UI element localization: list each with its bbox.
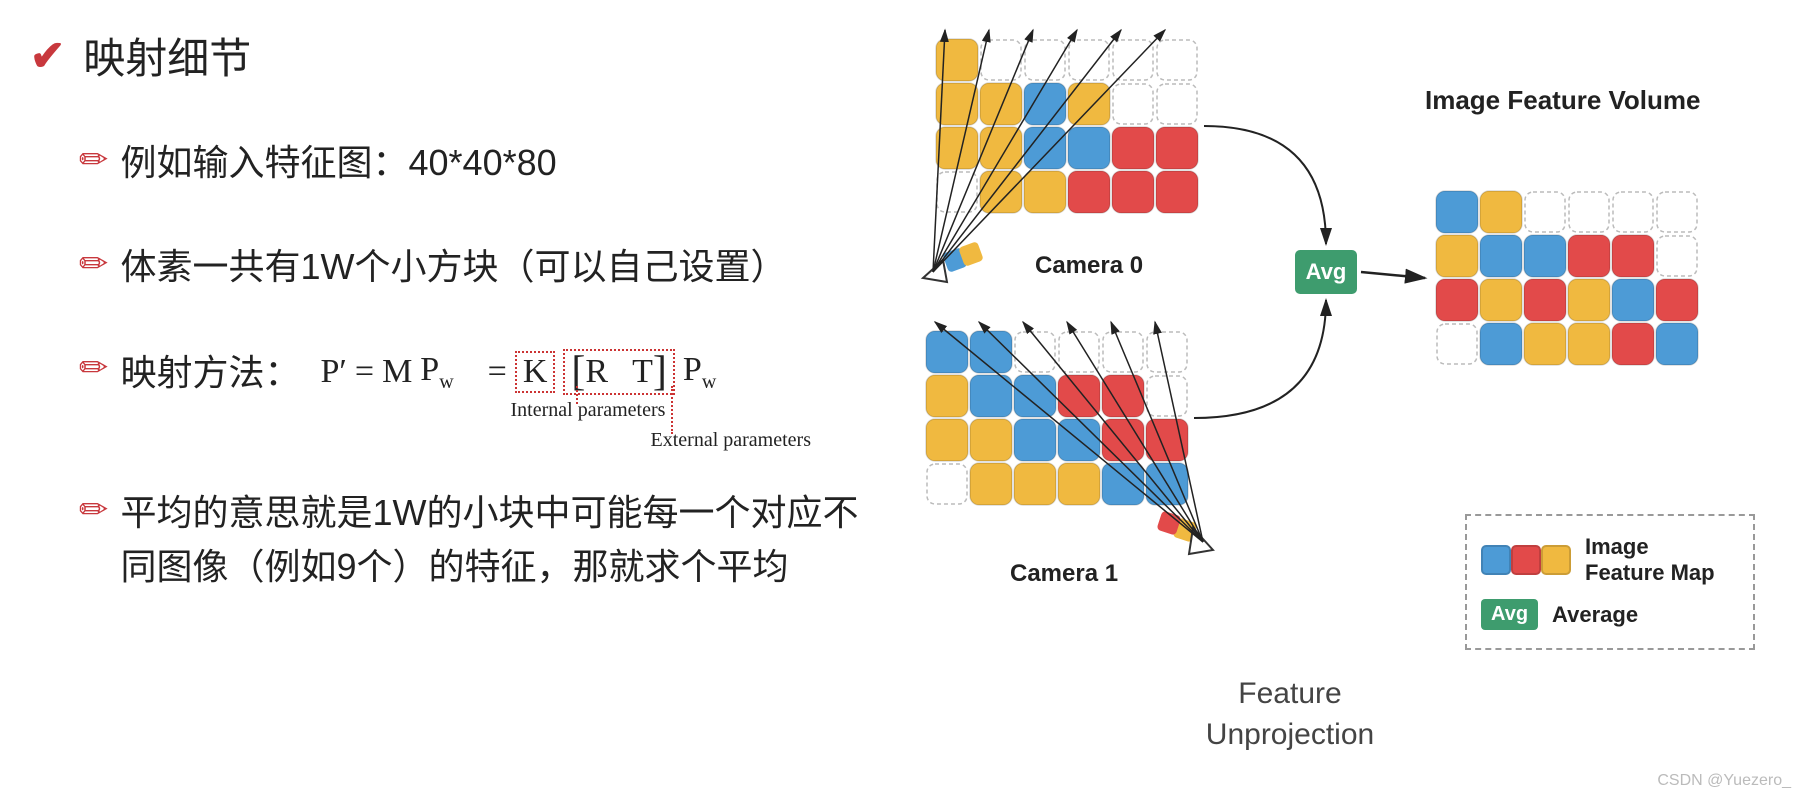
diagram-panel: Image Feature Volume Avg Camera 0 Camera… <box>895 20 1775 780</box>
pencil-icon: ✎ <box>70 240 118 288</box>
formula-eq2: = <box>488 353 507 391</box>
feature-unprojection-diagram: Avg <box>895 20 1775 780</box>
diagram-caption: FeatureUnprojection <box>1160 674 1420 755</box>
watermark: CSDN @Yuezero_ <box>1657 772 1791 790</box>
formula-label: 映射方法： <box>121 344 301 396</box>
legend-average-label: Average <box>1552 602 1638 627</box>
formula: P′ = M Pw = K [ R T ] Pw Internal parame… <box>321 344 717 395</box>
formula-K-box: K <box>515 351 556 393</box>
legend-cell-red <box>1511 545 1541 575</box>
legend: ImageFeature Map Avg Average <box>1465 514 1755 650</box>
svg-text:Avg: Avg <box>1306 259 1347 284</box>
bullet-2: 体素一共有1W个小方块（可以自己设置） <box>121 240 787 294</box>
page-title: 映射细节 <box>83 25 251 86</box>
formula-M: M <box>382 353 412 391</box>
legend-cell-blue <box>1481 545 1511 575</box>
check-icon: ✔ <box>30 31 65 80</box>
camera-0-label: Camera 0 <box>1035 252 1143 280</box>
internal-params-label: Internal parameters <box>511 399 666 422</box>
pencil-icon: ✎ <box>70 486 118 534</box>
formula-lhs: P′ <box>321 353 347 391</box>
legend-avg-badge: Avg <box>1481 599 1538 630</box>
formula-RT-box: [ R T ] <box>563 349 674 395</box>
external-params-label: External parameters <box>651 429 811 452</box>
camera-1-label: Camera 1 <box>1010 560 1118 588</box>
legend-cell-yellow <box>1541 545 1571 575</box>
bullet-4: 平均的意思就是1W的小块中可能每一个对应不同图像（例如9个）的特征，那就求个平均 <box>121 486 861 594</box>
image-feature-volume-label: Image Feature Volume <box>1425 85 1701 116</box>
pencil-icon: ✎ <box>70 136 118 184</box>
pencil-icon: ✎ <box>70 344 118 392</box>
formula-Pw: Pw <box>420 351 453 394</box>
legend-featuremap-label: ImageFeature Map <box>1585 534 1715 585</box>
formula-eq: = <box>355 353 374 391</box>
bullet-1: 例如输入特征图：40*40*80 <box>121 136 557 190</box>
formula-Pw2: Pw <box>683 351 716 394</box>
